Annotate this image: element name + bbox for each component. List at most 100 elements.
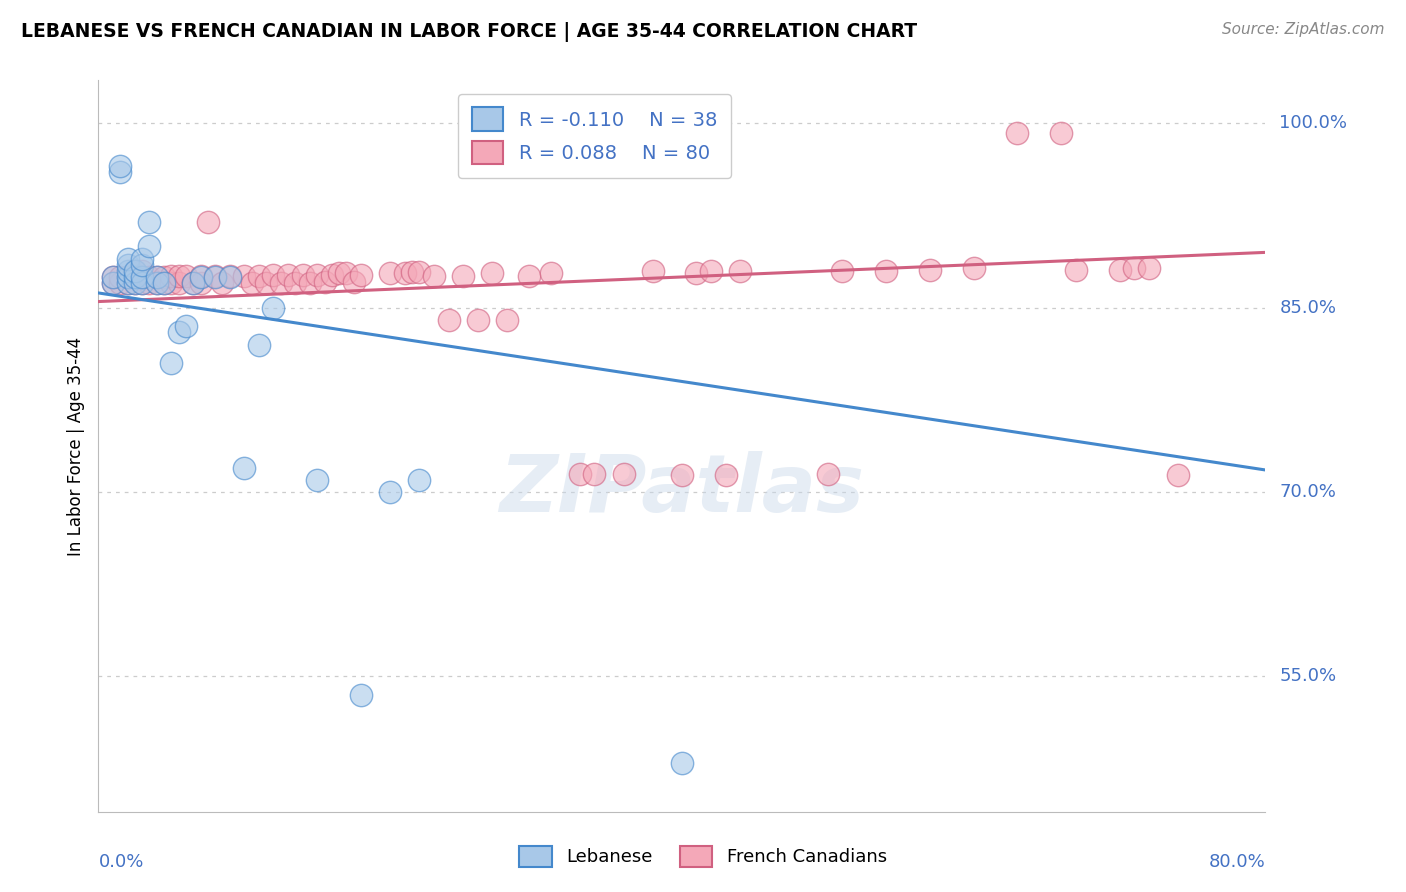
Point	[284, 276, 307, 290]
Point	[612, 467, 634, 481]
Point	[1050, 126, 1073, 140]
Point	[131, 264, 153, 278]
Point	[124, 264, 146, 278]
Point	[190, 268, 212, 283]
Point	[146, 276, 169, 290]
Point	[262, 301, 284, 315]
Point	[117, 276, 139, 290]
Point	[131, 276, 153, 290]
Point	[437, 313, 460, 327]
Point	[218, 268, 240, 283]
Point	[190, 276, 212, 290]
Point	[160, 268, 183, 283]
Point	[181, 276, 204, 290]
Point	[101, 270, 124, 285]
Point	[451, 268, 474, 283]
Point	[321, 268, 343, 282]
Point	[233, 460, 256, 475]
Point	[138, 214, 160, 228]
Point	[307, 268, 329, 282]
Point	[153, 276, 176, 290]
Point	[197, 214, 219, 228]
Point	[167, 326, 190, 340]
Point	[335, 266, 357, 280]
Point	[408, 473, 430, 487]
Point	[204, 270, 226, 285]
Point	[671, 467, 693, 482]
Point	[153, 270, 176, 285]
Point	[540, 266, 562, 280]
Point	[138, 270, 160, 285]
Text: ZIPatlas: ZIPatlas	[499, 450, 865, 529]
Point	[117, 252, 139, 266]
Point	[124, 270, 146, 285]
Legend: R = -0.110    N = 38, R = 0.088    N = 80: R = -0.110 N = 38, R = 0.088 N = 80	[458, 94, 731, 178]
Point	[117, 258, 139, 272]
Point	[204, 268, 226, 283]
Point	[270, 276, 292, 290]
Point	[423, 268, 446, 283]
Point	[181, 276, 204, 290]
Point	[218, 270, 240, 285]
Point	[380, 266, 402, 280]
Point	[146, 276, 169, 290]
Point	[831, 264, 853, 278]
Point	[167, 268, 190, 283]
Point	[117, 264, 139, 278]
Point	[817, 467, 839, 481]
Y-axis label: In Labor Force | Age 35-44: In Labor Force | Age 35-44	[66, 336, 84, 556]
Point	[685, 266, 707, 280]
Point	[124, 276, 146, 290]
Point	[730, 264, 752, 278]
Point	[110, 159, 132, 173]
Point	[328, 266, 350, 280]
Point	[131, 252, 153, 266]
Point	[174, 319, 197, 334]
Point	[1167, 467, 1189, 482]
Point	[401, 265, 423, 279]
Point	[110, 165, 132, 179]
Point	[131, 270, 153, 285]
Point	[962, 261, 984, 276]
Point	[343, 275, 366, 289]
Point	[641, 264, 664, 278]
Point	[277, 268, 299, 282]
Point	[350, 268, 373, 282]
Point	[110, 276, 132, 290]
Point	[583, 467, 606, 481]
Point	[671, 756, 693, 770]
Point	[380, 485, 402, 500]
Point	[146, 270, 169, 285]
Point	[496, 313, 519, 327]
Point	[160, 356, 183, 370]
Point	[1064, 262, 1087, 277]
Point	[117, 270, 139, 285]
Point	[1123, 261, 1146, 276]
Point	[291, 268, 314, 282]
Point	[131, 258, 153, 272]
Point	[124, 270, 146, 285]
Point	[110, 270, 132, 285]
Point	[568, 467, 591, 481]
Point	[314, 275, 336, 289]
Point	[117, 276, 139, 290]
Point	[517, 268, 540, 283]
Point	[1007, 126, 1029, 140]
Point	[101, 276, 124, 290]
Point	[101, 270, 124, 285]
Point	[700, 264, 723, 278]
Point	[233, 268, 256, 283]
Point	[254, 276, 277, 290]
Point	[131, 270, 153, 285]
Point	[190, 270, 212, 285]
Text: 100.0%: 100.0%	[1279, 114, 1347, 132]
Point	[714, 467, 737, 482]
Point	[641, 122, 664, 136]
Point	[1108, 262, 1130, 277]
Point	[481, 266, 503, 280]
Point	[131, 276, 153, 290]
Point	[671, 135, 693, 149]
Point	[174, 268, 197, 283]
Point	[298, 276, 321, 290]
Text: Source: ZipAtlas.com: Source: ZipAtlas.com	[1222, 22, 1385, 37]
